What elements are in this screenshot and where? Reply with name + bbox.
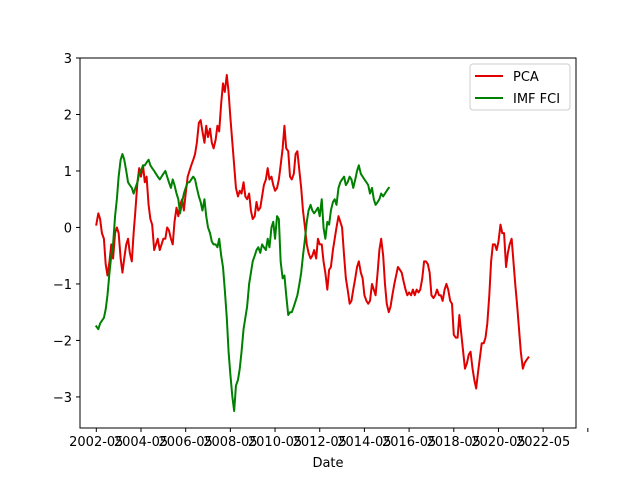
y-tick-label: 3 [64, 52, 72, 67]
legend: PCA IMF FCI [469, 63, 571, 111]
series-layer [94, 73, 530, 413]
series-line-0 [95, 73, 530, 390]
x-tick-label: 2022-05 [516, 435, 570, 450]
x-tick-label: 2018-05 [427, 435, 481, 450]
y-tick-label: −1 [53, 278, 72, 293]
plot-area-frame [79, 57, 577, 429]
y-axis: −3 −2 −1 0 1 2 3 [53, 52, 80, 406]
x-tick-label: 2008-05 [203, 435, 257, 450]
legend-label-0: PCA [513, 70, 539, 85]
y-tick-label: 0 [64, 221, 72, 236]
x-tick-label: 2012-05 [293, 435, 347, 450]
series-line-1 [94, 153, 391, 413]
x-axis: 2002-052004-052006-052008-052010-052012-… [69, 428, 589, 450]
y-tick-label: −2 [53, 334, 72, 349]
legend-label-1: IMF FCI [513, 92, 560, 107]
y-tick-label: 2 [64, 108, 72, 123]
x-tick-label: 2016-05 [382, 435, 436, 450]
x-tick-label: 2002-05 [69, 435, 123, 450]
x-tick-label: 2010-05 [248, 435, 302, 450]
y-tick-label: −3 [53, 391, 72, 406]
x-tick-label: 2004-05 [114, 435, 168, 450]
x-axis-label: Date [312, 456, 343, 471]
x-tick-label: 2006-05 [159, 435, 213, 450]
x-tick-label: 2014-05 [337, 435, 391, 450]
x-tick-label: 2020-05 [471, 435, 525, 450]
y-tick-label: 1 [64, 165, 72, 180]
